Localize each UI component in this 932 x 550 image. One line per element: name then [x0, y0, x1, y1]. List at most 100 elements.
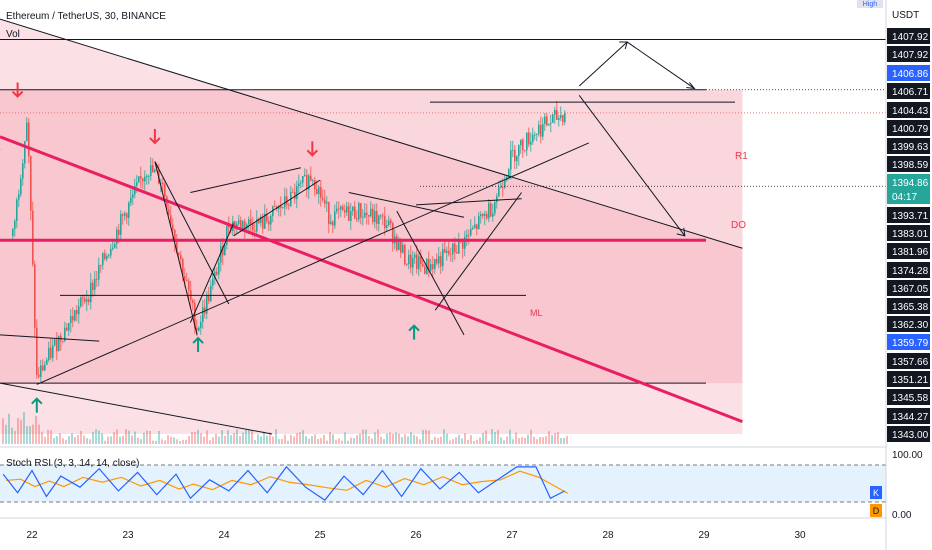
volume-bar — [341, 440, 343, 444]
volume-bar — [458, 434, 460, 444]
candle-body — [192, 300, 194, 304]
candle-body — [76, 310, 78, 315]
volume-bar — [101, 433, 103, 444]
candle-body — [520, 139, 522, 146]
volume-bar — [344, 432, 346, 444]
candle-body — [224, 244, 226, 256]
candle-body — [138, 176, 140, 183]
volume-bar — [266, 435, 268, 444]
candle-body — [292, 191, 294, 193]
candle-body — [208, 295, 210, 302]
candle-body — [226, 225, 228, 245]
symbol-title[interactable]: Ethereum / TetherUS, 30, BINANCE — [6, 11, 166, 22]
volume-bar — [38, 424, 40, 444]
volume-bar — [35, 415, 37, 444]
volume-bar — [353, 438, 355, 444]
volume-bar — [347, 440, 349, 444]
candle-body — [302, 176, 304, 183]
candle-body — [56, 339, 58, 352]
volume-bar — [365, 429, 367, 444]
volume-bar — [80, 430, 82, 444]
volume-bar — [545, 436, 547, 444]
candle-body — [240, 220, 242, 229]
candle-body — [324, 199, 326, 204]
volume-bar — [443, 429, 445, 444]
volume-bar — [116, 429, 118, 444]
candle-body — [448, 250, 450, 254]
candle-body — [310, 175, 312, 181]
candle-body — [68, 322, 70, 331]
volume-bar — [317, 439, 319, 444]
volume-bar — [512, 439, 514, 444]
time-axis[interactable]: 22 23 24 25 26 27 28 29 30 — [26, 530, 806, 541]
price-tag — [887, 83, 930, 99]
candle-body — [492, 213, 494, 217]
candle-body — [122, 214, 124, 216]
resistance-zone — [0, 89, 743, 384]
volume-bar — [191, 431, 193, 444]
candle-body — [178, 253, 180, 256]
candle-body — [508, 169, 510, 177]
magenta-trend-line — [0, 135, 743, 424]
stoch-axis[interactable]: 100.00 0.00 KD — [870, 450, 923, 521]
candle-body — [264, 213, 266, 229]
volume-bar — [287, 440, 289, 444]
volume-bar — [140, 439, 142, 444]
volume-bar — [203, 436, 205, 444]
candle-body — [420, 256, 422, 265]
volume-bar — [104, 440, 106, 444]
candle-body — [418, 256, 420, 270]
candle-body — [466, 234, 468, 237]
volume-bar — [308, 438, 310, 444]
volume-bar — [224, 435, 226, 444]
price-axis[interactable]: 1407.92 1407.92 1406.86 1406.71 1404.43 1400.… — [887, 28, 930, 442]
candle-body — [326, 201, 328, 204]
candle-body — [32, 210, 34, 265]
candle-body — [86, 299, 88, 302]
volume-bar — [233, 432, 235, 444]
volume-bar — [383, 439, 385, 444]
ml-label: ML — [530, 308, 543, 318]
price-tag-label: 1394.86 — [892, 178, 929, 189]
candle-body — [482, 214, 484, 217]
candle-body — [526, 132, 528, 151]
r1-label: R1 — [735, 151, 748, 162]
candle-body — [472, 227, 474, 229]
volume-bar — [8, 413, 10, 444]
candle-body — [502, 187, 504, 188]
candle-body — [510, 150, 512, 170]
candle-body — [530, 141, 532, 145]
volume-bar — [401, 436, 403, 444]
candle-body — [66, 327, 68, 331]
candle-body — [46, 359, 48, 365]
candle-body — [470, 228, 472, 236]
candle-body — [30, 156, 32, 211]
candle-body — [236, 223, 238, 228]
volume-bar — [392, 433, 394, 444]
volume-bar — [563, 437, 565, 444]
candle-body — [352, 206, 354, 212]
candle-body — [560, 115, 562, 119]
time-axis-label: 27 — [506, 530, 518, 541]
currency-label: USDT — [892, 10, 919, 21]
candle-body — [362, 217, 364, 218]
stoch-rsi-label[interactable]: Stoch RSI (3, 3, 14, 14, close) — [6, 458, 140, 469]
candle-body — [130, 197, 132, 203]
price-tag-label: 1407.92 — [892, 50, 929, 61]
price-tag — [887, 138, 930, 154]
candle-body — [312, 180, 314, 182]
candle-body — [486, 213, 488, 219]
candle-body — [160, 182, 162, 184]
price-tag — [887, 408, 930, 424]
price-tag — [887, 262, 930, 278]
channel-lower-line — [0, 382, 273, 435]
price-pane[interactable]: R1 DO ML — [0, 18, 886, 444]
volume-bar — [53, 438, 55, 444]
volume-indicator-label[interactable]: Vol — [6, 29, 20, 40]
price-tag-label: 1359.79 — [892, 338, 929, 349]
stoch-rsi-pane[interactable] — [0, 464, 886, 503]
candle-body — [52, 345, 54, 358]
price-tag — [887, 426, 930, 442]
volume-bar — [56, 436, 58, 444]
